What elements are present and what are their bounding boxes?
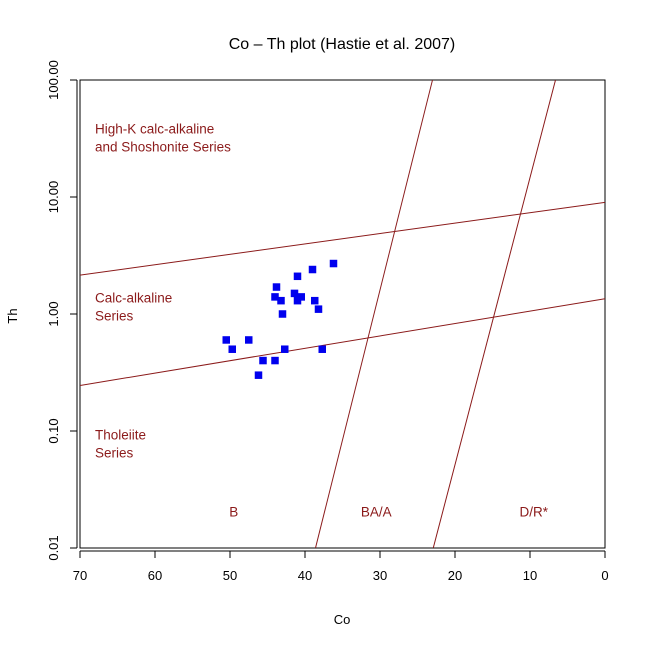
y-tick-label: 1.00 [46,301,61,326]
data-point [311,296,319,305]
data-point [277,296,285,305]
boundary-line-0 [80,201,605,276]
x-tick-label: 20 [448,568,462,583]
data-point [245,336,253,344]
region-labels: High-K calc-alkaline and Shoshonite Serie… [95,121,549,519]
region-label-3: B [229,505,238,520]
x-tick-label: 60 [148,568,162,583]
region-label-line: and Shoshonite Series [95,139,231,154]
x-tick-label: 0 [601,568,608,583]
data-point [297,293,305,301]
region-label-line: B [229,505,238,520]
y-tick-label: 10.00 [46,181,61,214]
data-point [271,293,279,301]
data-point [278,310,287,318]
data-point [271,356,279,365]
data-point [329,259,338,268]
y-tick-label: 0.10 [46,418,61,443]
region-label-line: BA/A [361,505,392,520]
data-point [254,371,263,379]
region-label-line: Series [95,445,134,460]
region-label-0: High-K calc-alkaline and Shoshonite Serie… [95,121,231,154]
data-point [318,345,326,353]
boundary-line-2 [315,80,433,548]
y-axis-label: Th [5,308,20,323]
boundary-line-1 [80,298,605,386]
data-point [290,289,299,298]
region-label-line: Series [95,309,134,324]
data-point [272,283,281,291]
x-axis: 70 60 50 40 30 20 10 0 [73,550,609,583]
region-label-5: D/R* [519,505,548,520]
y-tick-label: 0.01 [46,535,61,560]
data-point [293,272,302,281]
data-point [259,356,267,365]
data-point [314,305,323,313]
x-tick-label: 50 [223,568,237,583]
y-tick-label: 100.00 [46,60,61,100]
x-axis-label: Co [334,612,351,627]
region-label-2: Tholeiite Series [95,427,146,460]
boundary-line-3 [432,80,556,548]
data-point [228,345,236,353]
data-point [293,296,302,305]
data-points [222,259,338,379]
data-point [222,336,230,344]
plot-frame [79,79,606,549]
chart-title: Co – Th plot (Hastie et al. 2007) [229,36,456,53]
region-label-1: Calc-alkaline Series [95,291,172,324]
region-label-line: Tholeiite [95,427,146,442]
boundary-lines [80,80,605,548]
data-point [308,265,317,274]
y-axis: 0.01 0.10 1.00 10.00 100.00 [46,60,78,561]
x-tick-label: 10 [523,568,537,583]
x-tick-label: 70 [73,568,87,583]
x-tick-label: 40 [298,568,312,583]
data-point [281,345,289,353]
x-tick-label: 30 [373,568,387,583]
region-label-line: Calc-alkaline [95,291,172,306]
region-label-4: BA/A [361,505,392,520]
region-label-line: D/R* [519,505,548,520]
region-label-line: High-K calc-alkaline [95,121,214,136]
